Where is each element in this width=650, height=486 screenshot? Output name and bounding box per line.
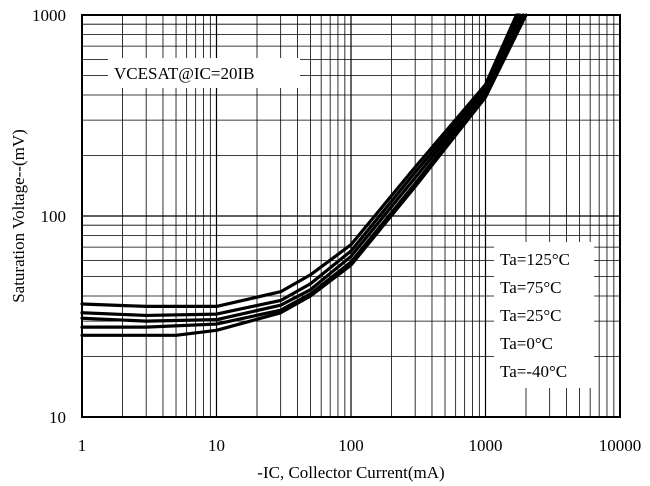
- y-axis-title: Saturation Voltage--(mV): [9, 129, 28, 303]
- series-line-1: [80, 13, 520, 318]
- x-tick-label: 1000: [469, 436, 503, 455]
- legend-item: Ta=75°C: [500, 278, 561, 297]
- x-tick-labels: 1 10 100 1000 10000: [78, 436, 642, 455]
- legend-item: Ta=0°C: [500, 334, 553, 353]
- annotation-text: VCESAT@IC=20IB: [114, 64, 254, 83]
- y-tick-label: 10: [49, 408, 66, 427]
- series-lines: [80, 13, 528, 337]
- x-tick-label: 10000: [599, 436, 642, 455]
- y-tick-labels: 10 100 1000: [32, 6, 66, 427]
- legend: Ta=125°C Ta=75°C Ta=25°C Ta=0°C Ta=-40°C: [500, 250, 570, 381]
- series-line-0: [80, 13, 519, 308]
- legend-box: [494, 242, 594, 388]
- x-tick-label: 10: [208, 436, 225, 455]
- y-tick-label: 1000: [32, 6, 66, 25]
- legend-item: Ta=-40°C: [500, 362, 567, 381]
- legend-item: Ta=25°C: [500, 306, 561, 325]
- x-tick-label: 1: [78, 436, 87, 455]
- legend-item: Ta=125°C: [500, 250, 570, 269]
- annotation-box: [108, 58, 300, 88]
- x-tick-label: 100: [338, 436, 364, 455]
- series-line-4: [80, 13, 528, 337]
- x-axis-title: -IC, Collector Current(mA): [257, 463, 444, 482]
- series-line-2: [80, 13, 522, 323]
- y-tick-label: 100: [41, 207, 67, 226]
- plot-frame: [81, 14, 621, 418]
